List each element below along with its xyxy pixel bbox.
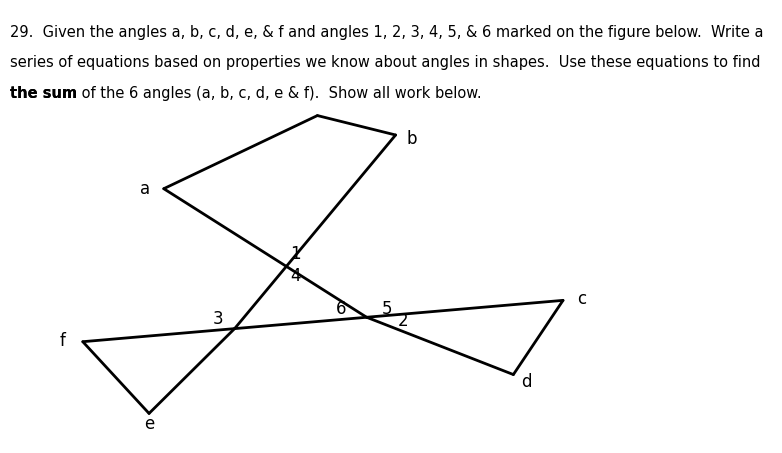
Text: c: c bbox=[577, 290, 586, 308]
Text: the sum: the sum bbox=[10, 86, 77, 101]
Text: 4: 4 bbox=[290, 267, 301, 285]
Text: a: a bbox=[140, 180, 150, 198]
Text: f: f bbox=[59, 332, 66, 350]
Text: 2: 2 bbox=[398, 312, 409, 330]
Text: b: b bbox=[407, 130, 418, 148]
Text: 1: 1 bbox=[290, 245, 301, 263]
Text: 3: 3 bbox=[213, 310, 224, 328]
Text: of the 6 angles (a, b, c, d, e & f).  Show all work below.: of the 6 angles (a, b, c, d, e & f). Sho… bbox=[77, 86, 482, 101]
Text: 29.  Given the angles a, b, c, d, e, & f and angles 1, 2, 3, 4, 5, & 6 marked on: 29. Given the angles a, b, c, d, e, & f … bbox=[10, 25, 764, 40]
Text: d: d bbox=[521, 373, 532, 390]
Text: the sum: the sum bbox=[10, 86, 77, 101]
Text: series of equations based on properties we know about angles in shapes.  Use the: series of equations based on properties … bbox=[10, 55, 761, 70]
Text: 5: 5 bbox=[382, 300, 392, 318]
Text: e: e bbox=[144, 415, 154, 433]
Text: 6: 6 bbox=[335, 300, 346, 318]
